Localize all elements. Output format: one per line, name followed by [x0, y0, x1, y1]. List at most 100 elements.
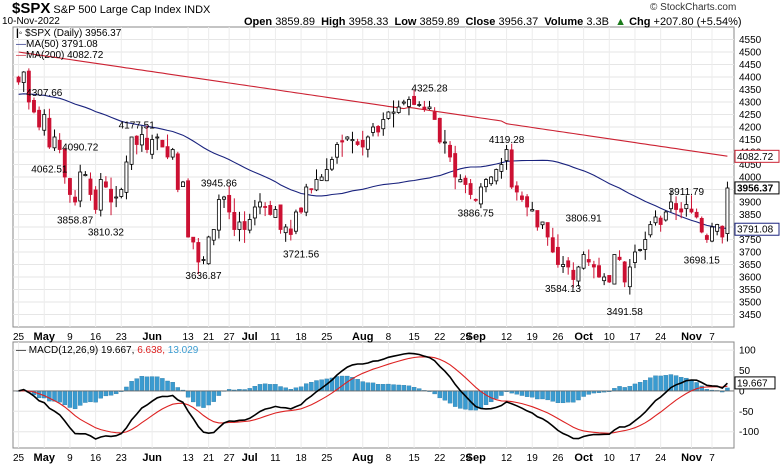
- candle-body: [694, 211, 699, 218]
- macd-histogram-bar: [478, 390, 484, 409]
- candle-body: [494, 169, 499, 182]
- candle-body: [504, 149, 509, 161]
- price-tick-label: 4250: [739, 110, 762, 121]
- macd-histogram-bar: [78, 390, 83, 406]
- price-annotation: 4177.51: [119, 121, 156, 132]
- candle-body: [216, 199, 221, 231]
- macd-histogram-bar: [530, 390, 535, 398]
- macd-histogram-bar: [165, 380, 170, 392]
- candle-body: [263, 206, 268, 208]
- macd-histogram-bar: [396, 384, 401, 392]
- candle-body: [545, 222, 550, 238]
- candle-body: [129, 136, 134, 165]
- price-annotation: 3886.75: [458, 208, 495, 219]
- price-tag-label: 3956.37: [737, 183, 774, 194]
- date-tick-label: Jul: [242, 452, 258, 464]
- date-tick-label: Nov: [681, 331, 703, 343]
- macd-histogram-bar: [273, 384, 278, 392]
- index-name: S&P 500 Large Cap Index: [53, 4, 182, 16]
- candle-body: [73, 196, 78, 203]
- macd-histogram-bar: [175, 387, 181, 392]
- macd-histogram-bar: [304, 383, 309, 392]
- macd-histogram-bar: [437, 390, 442, 399]
- date-tick-label: 21: [203, 332, 215, 343]
- price-tick-label: 4300: [739, 98, 762, 109]
- price-annotation: 3945.86: [201, 179, 238, 190]
- macd-histogram-bar: [268, 384, 273, 392]
- date-tick-label: 18: [296, 332, 308, 343]
- price-tick-label: 3750: [739, 235, 762, 246]
- macd-histogram-bar: [298, 386, 304, 392]
- candle-body: [52, 136, 57, 149]
- macd-histogram-bar: [545, 390, 550, 401]
- candle-body: [412, 95, 417, 105]
- candle-body: [93, 189, 98, 210]
- candle-body: [150, 139, 155, 155]
- macd-histogram-bar: [653, 375, 658, 392]
- macd-histogram-bar: [499, 390, 504, 396]
- price-tick-label: 3650: [739, 260, 762, 271]
- candle-body: [448, 144, 452, 158]
- macd-legend-signal: 6.638,: [137, 345, 165, 356]
- candle-body: [699, 217, 704, 233]
- date-tick-label: 24: [655, 453, 667, 464]
- candle-body: [47, 117, 52, 148]
- ohlc-bar: Open 3859.89 High 3958.33 Low 3859.89 Cl…: [244, 16, 742, 28]
- candle-body: [191, 236, 196, 243]
- macd-histogram-bar: [201, 390, 206, 408]
- candle-body: [525, 196, 530, 208]
- candle-body: [165, 146, 170, 158]
- candle-body: [83, 174, 88, 177]
- macd-histogram-bar: [560, 390, 566, 404]
- candle-body: [555, 246, 560, 265]
- price-tick-label: 3500: [739, 298, 762, 309]
- macd-histogram-bar: [309, 381, 314, 392]
- macd-histogram-bar: [643, 380, 648, 392]
- macd-histogram-bar: [339, 375, 345, 392]
- macd-histogram-bar: [42, 390, 47, 399]
- candle-body: [21, 71, 26, 83]
- date-tick-label: 8: [386, 453, 392, 464]
- candle-body: [340, 140, 345, 143]
- macd-tick-label: 0: [739, 386, 745, 397]
- macd-histogram-bar: [673, 375, 679, 392]
- candle-body: [720, 225, 725, 238]
- date-tick-label: 27: [224, 453, 236, 464]
- macd-histogram-bar: [637, 382, 643, 392]
- candle-body: [581, 254, 586, 269]
- candle-body: [674, 203, 679, 210]
- candle-body: [391, 111, 396, 114]
- candle-body: [67, 178, 72, 195]
- candle-body: [26, 70, 31, 103]
- stockcharts-brand[interactable]: © StockCharts.com: [650, 2, 737, 13]
- candle-body: [206, 236, 211, 265]
- candle-body: [689, 208, 694, 213]
- open-value: 3859.89: [275, 16, 315, 28]
- macd-histogram-bar: [67, 390, 73, 408]
- price-annotation: 4307.66: [26, 88, 63, 99]
- macd-histogram-bar: [550, 390, 555, 402]
- price-annotation: 4325.28: [411, 84, 448, 95]
- price-tick-label: 3850: [739, 210, 762, 221]
- date-tick-label: 26: [552, 453, 564, 464]
- candle-body: [509, 149, 514, 188]
- volume-label: Volume: [544, 16, 584, 28]
- macd-histogram-bar: [627, 386, 633, 392]
- candle-body: [617, 256, 622, 260]
- candle-body: [473, 198, 478, 201]
- macd-histogram-bar: [535, 390, 540, 400]
- candle-body: [401, 101, 406, 104]
- candle-body: [242, 221, 247, 230]
- date-tick-label: Jul: [242, 331, 258, 343]
- candle-body: [57, 139, 62, 150]
- candle-body: [258, 201, 262, 208]
- symbol-title: $SPX S&P 500 Large Cap Index INDX: [12, 0, 210, 17]
- date-tick-label: 9: [67, 453, 73, 464]
- candle-body: [607, 275, 612, 283]
- macd-histogram-bar: [314, 380, 319, 392]
- price-tag-box: [734, 222, 780, 236]
- macd-histogram-bar: [447, 390, 453, 404]
- macd-histogram-bar: [555, 390, 561, 403]
- date-tick-label: 9: [67, 332, 73, 343]
- candle-body: [181, 181, 185, 187]
